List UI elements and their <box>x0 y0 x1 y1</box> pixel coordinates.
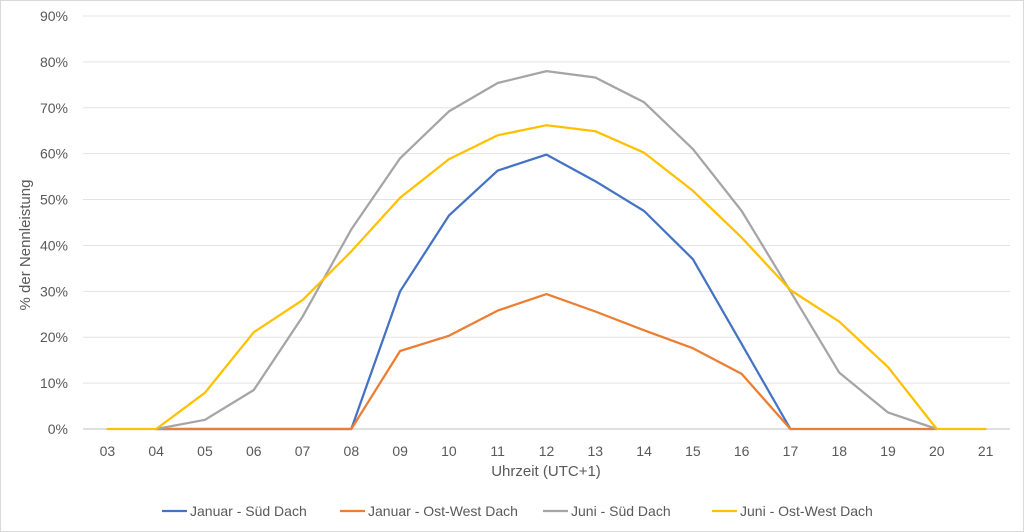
series-lines <box>106 69 987 431</box>
x-tick-label: 13 <box>588 443 604 459</box>
x-tick-label: 21 <box>978 443 994 459</box>
x-tick-label: 04 <box>148 443 164 459</box>
y-tick-label: 50% <box>40 192 68 208</box>
x-tick-label: 07 <box>295 443 311 459</box>
legend-label: Januar - Ost-West Dach <box>368 503 518 519</box>
series-line-3 <box>155 69 938 431</box>
x-tick-label: 12 <box>539 443 555 459</box>
x-tick-label: 08 <box>344 443 360 459</box>
x-tick-label: 19 <box>880 443 896 459</box>
series-line-4 <box>106 124 987 431</box>
x-tick-label: 10 <box>441 443 457 459</box>
x-axis-ticks: 03 04 05 06 07 08 09 10 11 12 13 14 15 16 17 18 19 20 21 <box>100 443 994 459</box>
y-tick-label: 40% <box>40 237 68 253</box>
y-axis-title: % der Nennleistung <box>17 180 34 311</box>
y-tick-label: 80% <box>40 54 68 70</box>
y-tick-label: 70% <box>40 100 68 116</box>
y-axis-ticks: 0% 10% 20% 30% 40% 50% 60% 70% 80% 90% <box>40 8 68 437</box>
y-tick-label: 0% <box>48 421 68 437</box>
x-tick-label: 15 <box>685 443 701 459</box>
legend-label: Januar - Süd Dach <box>190 503 307 519</box>
x-tick-label: 09 <box>392 443 408 459</box>
series-line-2 <box>155 292 938 431</box>
x-tick-label: 05 <box>197 443 213 459</box>
gridlines <box>83 15 1010 430</box>
x-tick-label: 14 <box>636 443 652 459</box>
y-tick-label: 10% <box>40 375 68 391</box>
y-tick-label: 20% <box>40 329 68 345</box>
legend-label: Juni - Süd Dach <box>571 503 671 519</box>
x-tick-label: 17 <box>783 443 799 459</box>
x-tick-label: 20 <box>929 443 945 459</box>
x-tick-label: 03 <box>100 443 116 459</box>
legend: Januar - Süd Dach Januar - Ost-West Dach J… <box>162 503 873 519</box>
x-axis-title: Uhrzeit (UTC+1) <box>491 463 601 480</box>
y-tick-label: 30% <box>40 283 68 299</box>
x-tick-label: 06 <box>246 443 262 459</box>
x-tick-label: 16 <box>734 443 750 459</box>
y-tick-label: 60% <box>40 146 68 162</box>
y-tick-label: 90% <box>40 8 68 24</box>
x-tick-label: 11 <box>490 443 505 459</box>
legend-label: Juni - Ost-West Dach <box>740 503 873 519</box>
x-tick-label: 18 <box>831 443 847 459</box>
